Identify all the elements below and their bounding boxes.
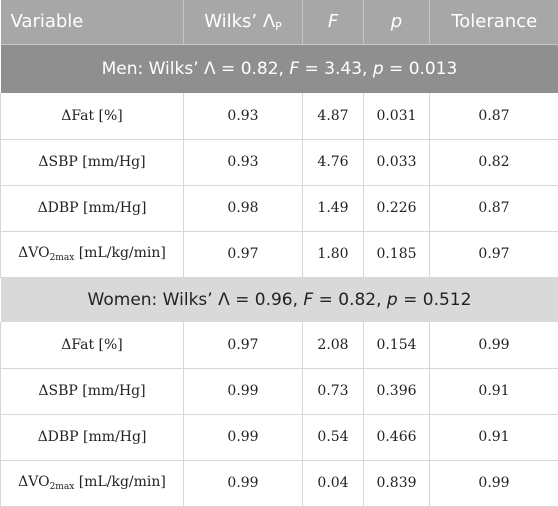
cell-variable: ΔSBP [mm/Hg] (0, 368, 184, 415)
header-variable: Variable (0, 0, 184, 44)
header-p: p (363, 0, 430, 44)
cell-f: 0.73 (302, 368, 364, 415)
cell-wilks: 0.99 (183, 368, 303, 415)
cell-variable: ΔFat [%] (0, 322, 184, 369)
cell-f: 4.87 (302, 93, 364, 140)
cell-variable: ΔSBP [mm/Hg] (0, 139, 184, 186)
cell-tolerance: 0.99 (429, 322, 558, 369)
cell-variable: ΔDBP [mm/Hg] (0, 185, 184, 232)
cell-wilks: 0.93 (183, 139, 303, 186)
cell-variable-subscript: 2max (49, 253, 75, 263)
header-tolerance: Tolerance (451, 11, 538, 33)
cell-variable-main: ΔVO (18, 245, 50, 261)
cell-wilks: 0.99 (183, 460, 303, 507)
table-row: ΔSBP [mm/Hg] 0.93 4.76 0.033 0.82 (0, 139, 558, 186)
cell-variable: ΔDBP [mm/Hg] (0, 414, 184, 461)
cell-variable-unit: [mL/kg/min] (74, 245, 166, 261)
group-header-men: Men: Wilks’ Λ = 0.82, F = 3.43, p = 0.01… (0, 43, 558, 93)
women-f-value: = 0.82, (313, 289, 387, 310)
men-p-value: = 0.013 (383, 58, 458, 79)
group-label-women: Women: Wilks’ Λ = 0.96, F = 0.82, p = 0.… (1, 277, 558, 322)
women-p-label: p (386, 289, 398, 310)
cell-p: 0.185 (363, 231, 430, 278)
cell-f: 2.08 (302, 322, 364, 369)
cell-tolerance: 0.91 (429, 414, 558, 461)
women-f-label: F (303, 289, 314, 310)
cell-tolerance: 0.99 (429, 460, 558, 507)
header-wilks-partial: Wilks’ ΛP (183, 0, 303, 44)
women-label-prefix: Women: Wilks’ Λ = 0.96, (87, 289, 304, 310)
table-row: ΔDBP [mm/Hg] 0.99 0.54 0.466 0.91 (0, 414, 558, 461)
cell-tolerance: 0.87 (429, 93, 558, 140)
cell-wilks: 0.97 (183, 322, 303, 369)
group-label-men: Men: Wilks’ Λ = 0.82, F = 3.43, p = 0.01… (0, 43, 558, 93)
cell-p: 0.154 (363, 322, 430, 369)
header-f: F (302, 0, 364, 44)
cell-p: 0.033 (363, 139, 430, 186)
cell-tolerance: 0.87 (429, 185, 558, 232)
cell-variable-main: ΔVO (18, 474, 50, 490)
cell-f: 0.54 (302, 414, 364, 461)
cell-f: 4.76 (302, 139, 364, 186)
cell-variable-subscript: 2max (49, 482, 75, 492)
cell-variable: ΔVO2max [mL/kg/min] (0, 460, 184, 507)
cell-p: 0.839 (363, 460, 430, 507)
table-row: ΔDBP [mm/Hg] 0.98 1.49 0.226 0.87 (0, 185, 558, 232)
women-p-value: = 0.512 (397, 289, 472, 310)
table-header: Variable Wilks’ ΛP F p Tolerance (0, 0, 558, 44)
cell-wilks: 0.99 (183, 414, 303, 461)
cell-p: 0.396 (363, 368, 430, 415)
men-p-label: p (372, 58, 384, 79)
cell-f: 1.49 (302, 185, 364, 232)
header-wilks-text: Wilks’ Λ (204, 10, 276, 32)
cell-variable-unit: [mL/kg/min] (74, 474, 166, 490)
men-label-prefix: Men: Wilks’ Λ = 0.82, (101, 58, 290, 79)
cell-wilks: 0.93 (183, 93, 303, 140)
men-f-label: F (289, 58, 300, 79)
cell-tolerance: 0.82 (429, 139, 558, 186)
cell-tolerance: 0.91 (429, 368, 558, 415)
table-row: ΔFat [%] 0.93 4.87 0.031 0.87 (0, 93, 558, 140)
cell-wilks: 0.98 (183, 185, 303, 232)
cell-p: 0.466 (363, 414, 430, 461)
women-section: Women: Wilks’ Λ = 0.96, F = 0.82, p = 0.… (0, 277, 558, 507)
men-f-value: = 3.43, (299, 58, 373, 79)
men-section: Men: Wilks’ Λ = 0.82, F = 3.43, p = 0.01… (0, 43, 558, 278)
cell-variable: ΔFat [%] (0, 93, 184, 140)
table-row: ΔSBP [mm/Hg] 0.99 0.73 0.396 0.91 (0, 368, 558, 415)
header-row: Variable Wilks’ ΛP F p Tolerance (0, 0, 558, 44)
cell-wilks: 0.97 (183, 231, 303, 278)
table-row: ΔFat [%] 0.97 2.08 0.154 0.99 (0, 322, 558, 369)
cell-f: 0.04 (302, 460, 364, 507)
cell-variable: ΔVO2max [mL/kg/min] (0, 231, 184, 278)
cell-f: 1.80 (302, 231, 364, 278)
group-header-women: Women: Wilks’ Λ = 0.96, F = 0.82, p = 0.… (0, 277, 558, 322)
cell-tolerance: 0.97 (429, 231, 558, 278)
table-row: ΔVO2max [mL/kg/min] 0.97 1.80 0.185 0.97 (0, 231, 558, 278)
table-row: ΔVO2max [mL/kg/min] 0.99 0.04 0.839 0.99 (0, 460, 558, 507)
cell-p: 0.031 (363, 93, 430, 140)
header-wilks-subscript: P (275, 19, 282, 33)
cell-p: 0.226 (363, 185, 430, 232)
